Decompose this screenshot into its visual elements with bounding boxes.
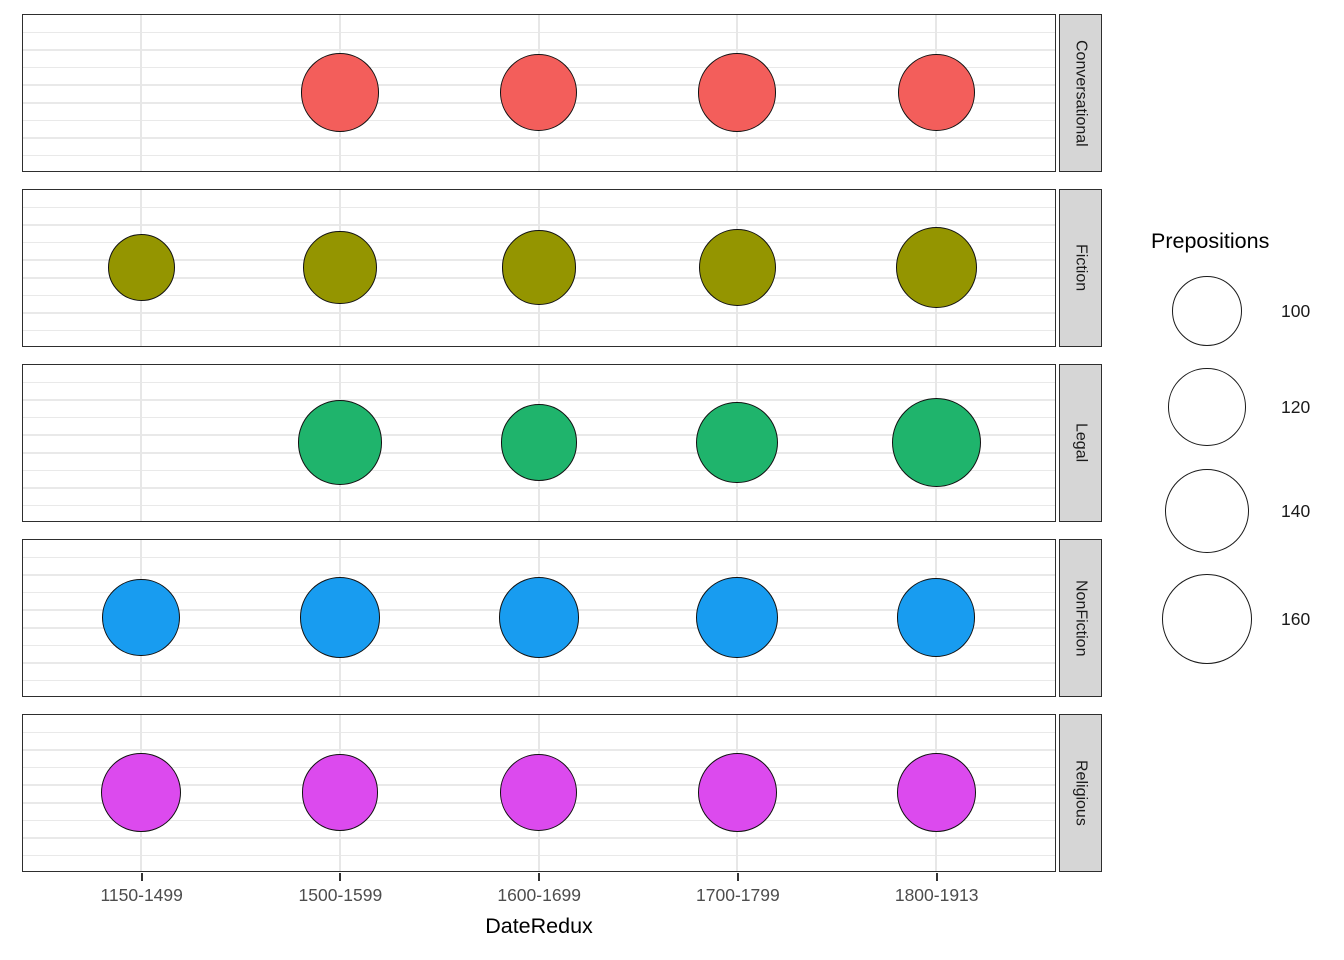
gridline-vertical — [140, 365, 143, 521]
facet-strip-label: NonFiction — [1072, 579, 1090, 657]
facet-panel-religious — [22, 714, 1056, 872]
x-axis-tick — [935, 873, 938, 881]
bubble-legal-1700-1799 — [696, 401, 779, 484]
x-axis-title: DateRedux — [485, 914, 593, 938]
legend-title: Prepositions — [1151, 229, 1270, 253]
x-axis-tick — [339, 873, 342, 881]
facet-strip-religious: Religious — [1059, 714, 1102, 872]
legend-key-circle — [1165, 469, 1249, 553]
bubble-religious-1150-1499 — [101, 752, 181, 833]
bubble-religious-1800-1913 — [896, 753, 976, 832]
bubble-conversational-1800-1913 — [897, 54, 975, 131]
x-axis-tick-label: 1600-1699 — [497, 885, 582, 905]
legend-key-label: 120 — [1281, 397, 1311, 417]
bubble-legal-1800-1913 — [891, 398, 981, 487]
legend-key-label: 100 — [1281, 301, 1311, 321]
bubble-nonfiction-1700-1799 — [696, 576, 779, 659]
facet-strip-label: Conversational — [1072, 39, 1090, 147]
bubble-nonfiction-1800-1913 — [897, 578, 976, 657]
facet-strip-nonfiction: NonFiction — [1059, 539, 1102, 697]
x-axis-tick-label: 1700-1799 — [696, 885, 780, 905]
bubble-conversational-1600-1699 — [500, 54, 578, 131]
bubble-religious-1600-1699 — [500, 754, 578, 831]
bubble-legal-1600-1699 — [500, 404, 577, 481]
x-axis-tick — [140, 873, 143, 881]
legend-key-circle — [1168, 368, 1246, 446]
bubble-legal-1500-1599 — [297, 400, 383, 485]
legend-key-label: 160 — [1281, 609, 1311, 629]
facet-panel-fiction — [22, 189, 1056, 347]
facet-panel-nonfiction — [22, 539, 1056, 697]
bubble-fiction-1800-1913 — [895, 227, 977, 308]
x-axis-tick — [538, 873, 541, 881]
facet-strip-conversational: Conversational — [1059, 14, 1102, 172]
facet-panel-conversational — [22, 14, 1056, 172]
bubble-nonfiction-1150-1499 — [102, 578, 181, 657]
facet-strip-label: Fiction — [1072, 244, 1090, 292]
facet-strip-label: Legal — [1072, 423, 1090, 463]
bubble-fiction-1500-1599 — [303, 230, 377, 305]
bubble-conversational-1700-1799 — [698, 53, 777, 132]
x-axis-tick-label: 1800-1913 — [894, 885, 979, 905]
bubble-conversational-1500-1599 — [300, 53, 379, 132]
legend-key-label: 140 — [1281, 501, 1311, 521]
legend-key-circle — [1162, 574, 1252, 664]
facet-strip-legal: Legal — [1059, 364, 1102, 522]
bubble-religious-1500-1599 — [301, 754, 379, 831]
facet-panel-legal — [22, 364, 1056, 522]
facet-strip-fiction: Fiction — [1059, 189, 1102, 347]
legend-key-circle — [1171, 275, 1243, 347]
x-axis-tick — [736, 873, 739, 881]
x-axis-tick-label: 1500-1599 — [298, 885, 383, 905]
bubble-fiction-1600-1699 — [501, 230, 576, 305]
bubble-nonfiction-1500-1599 — [299, 577, 380, 658]
gridline-vertical — [140, 15, 143, 171]
bubble-nonfiction-1600-1699 — [498, 577, 579, 658]
bubble-fiction-1700-1799 — [698, 229, 776, 306]
bubble-fiction-1150-1499 — [107, 233, 175, 302]
x-axis-tick-label: 1150-1499 — [100, 885, 183, 905]
bubble-religious-1700-1799 — [697, 753, 777, 832]
facet-strip-label: Religious — [1072, 760, 1090, 826]
